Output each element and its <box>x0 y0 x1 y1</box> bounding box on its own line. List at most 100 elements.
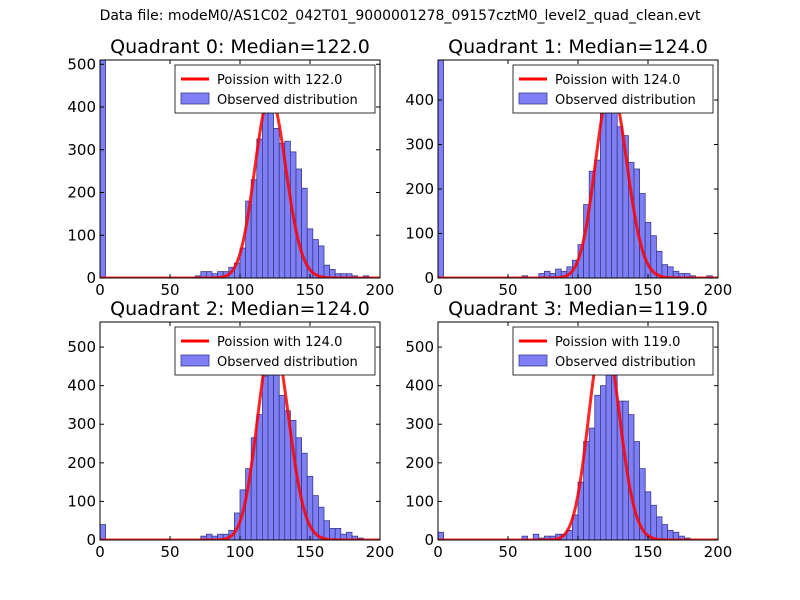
x-tick-label: 200 <box>704 281 733 299</box>
histogram-bar <box>438 60 444 278</box>
y-tick-label: 0 <box>86 531 96 549</box>
y-tick-label: 300 <box>67 141 96 159</box>
plot-content <box>100 60 380 278</box>
x-tick-label: 50 <box>498 543 517 561</box>
x-tick-label: 150 <box>634 281 663 299</box>
histogram-bar <box>600 106 607 278</box>
histogram-bar <box>295 168 302 278</box>
histogram-bar <box>100 60 106 278</box>
chart-title: Quadrant 2: Median=124.0 <box>110 298 370 320</box>
chart-title: Quadrant 0: Median=122.0 <box>110 36 370 58</box>
histogram-bar <box>317 245 325 278</box>
histogram-bar <box>656 516 663 540</box>
y-tick-label: 0 <box>424 269 434 287</box>
histogram-bar <box>267 365 274 540</box>
legend-label-poisson: Poission with 124.0 <box>217 335 342 350</box>
legend-label-observed: Observed distribution <box>555 355 696 370</box>
x-tick-label: 0 <box>433 543 443 561</box>
plot-content <box>438 60 718 278</box>
histogram-bar <box>278 394 286 540</box>
histogram-bar <box>256 138 263 278</box>
y-tick-label: 100 <box>405 225 434 243</box>
x-tick-label: 150 <box>296 281 325 299</box>
x-tick-label: 50 <box>498 281 517 299</box>
x-tick-label: 200 <box>366 281 395 299</box>
legend-bar-swatch <box>518 354 548 367</box>
x-tick-label: 150 <box>634 543 663 561</box>
histogram-bar <box>588 427 596 540</box>
y-tick-label: 100 <box>405 492 434 510</box>
x-tick-label: 0 <box>95 281 105 299</box>
legend-label-observed: Observed distribution <box>217 355 358 370</box>
x-tick-label: 50 <box>160 281 179 299</box>
x-tick-label: 100 <box>226 543 255 561</box>
chart-quadrant-0: 0 50 100 150 200 0 100 200 300 400 500 Quadrant 0: … <box>67 36 394 299</box>
y-tick-label: 200 <box>67 184 96 202</box>
chart-title: Quadrant 1: Median=124.0 <box>448 36 708 58</box>
y-tick-label: 400 <box>67 98 96 116</box>
histogram-bar <box>639 193 646 278</box>
x-tick-label: 100 <box>564 543 593 561</box>
x-tick-label: 100 <box>226 281 255 299</box>
histogram-bar <box>650 504 657 540</box>
histogram-bar <box>611 90 618 278</box>
x-tick-label: 0 <box>95 543 105 561</box>
y-tick-label: 500 <box>67 55 96 73</box>
y-tick-label: 400 <box>405 91 434 109</box>
histogram-bar <box>532 533 540 540</box>
chart-title: Quadrant 3: Median=119.0 <box>448 298 708 320</box>
x-tick-label: 200 <box>704 543 733 561</box>
y-tick-label: 200 <box>67 454 96 472</box>
histogram-bar <box>100 524 106 540</box>
legend-box <box>174 326 376 376</box>
histogram-bar <box>334 528 342 540</box>
x-tick-label: 200 <box>366 543 395 561</box>
histogram-bar <box>323 520 330 540</box>
histogram-bar <box>273 127 280 278</box>
y-tick-label: 300 <box>67 415 96 433</box>
histogram-bar <box>605 86 612 278</box>
y-tick-label: 500 <box>405 338 434 356</box>
histogram-bar <box>267 95 274 278</box>
legend-label-poisson: Poission with 119.0 <box>555 335 680 350</box>
figure-suptitle: Data file: modeM0/AS1C02_042T01_90000012… <box>99 8 701 24</box>
y-tick-label: 0 <box>424 531 434 549</box>
y-tick-label: 400 <box>67 377 96 395</box>
histogram-bar <box>661 524 668 540</box>
legend-box <box>512 64 714 114</box>
plot-content <box>100 337 380 540</box>
y-tick-label: 500 <box>67 338 96 356</box>
histogram-bar <box>261 108 269 278</box>
legend-label-observed: Observed distribution <box>217 93 358 108</box>
y-tick-label: 100 <box>67 226 96 244</box>
legend-label-observed: Observed distribution <box>555 93 696 108</box>
histogram-bar <box>616 126 624 278</box>
chart-quadrant-1: 0 50 100 150 200 0 100 200 300 400 Quadrant 1: Med… <box>405 36 732 299</box>
y-tick-label: 300 <box>405 136 434 154</box>
legend-box <box>512 326 714 376</box>
chart-quadrant-3: 0 50 100 150 200 0 100 200 300 400 500 Quadrant 3: … <box>405 298 732 561</box>
y-tick-label: 100 <box>67 492 96 510</box>
x-tick-label: 50 <box>160 543 179 561</box>
legend-box <box>174 64 376 114</box>
legend-bar-swatch <box>518 92 548 105</box>
y-tick-label: 300 <box>405 415 434 433</box>
x-tick-label: 150 <box>296 543 325 561</box>
x-tick-label: 0 <box>433 281 443 299</box>
histogram-bar <box>594 159 601 278</box>
histogram-bar <box>600 385 607 540</box>
y-tick-label: 0 <box>86 269 96 287</box>
chart-quadrant-2: 0 50 100 150 200 0 100 200 300 400 500 Quadrant 2: … <box>67 298 394 561</box>
histogram-bar <box>261 375 269 540</box>
histogram-bar <box>521 535 528 540</box>
legend-bar-swatch <box>180 354 210 367</box>
y-tick-label: 400 <box>405 377 434 395</box>
y-tick-label: 200 <box>405 454 434 472</box>
legend-bar-swatch <box>180 92 210 105</box>
histogram-bar <box>256 414 263 540</box>
histogram-bar <box>438 531 444 540</box>
y-tick-label: 200 <box>405 180 434 198</box>
legend-label-poisson: Poission with 124.0 <box>555 73 680 88</box>
legend-label-poisson: Poission with 122.0 <box>217 73 342 88</box>
